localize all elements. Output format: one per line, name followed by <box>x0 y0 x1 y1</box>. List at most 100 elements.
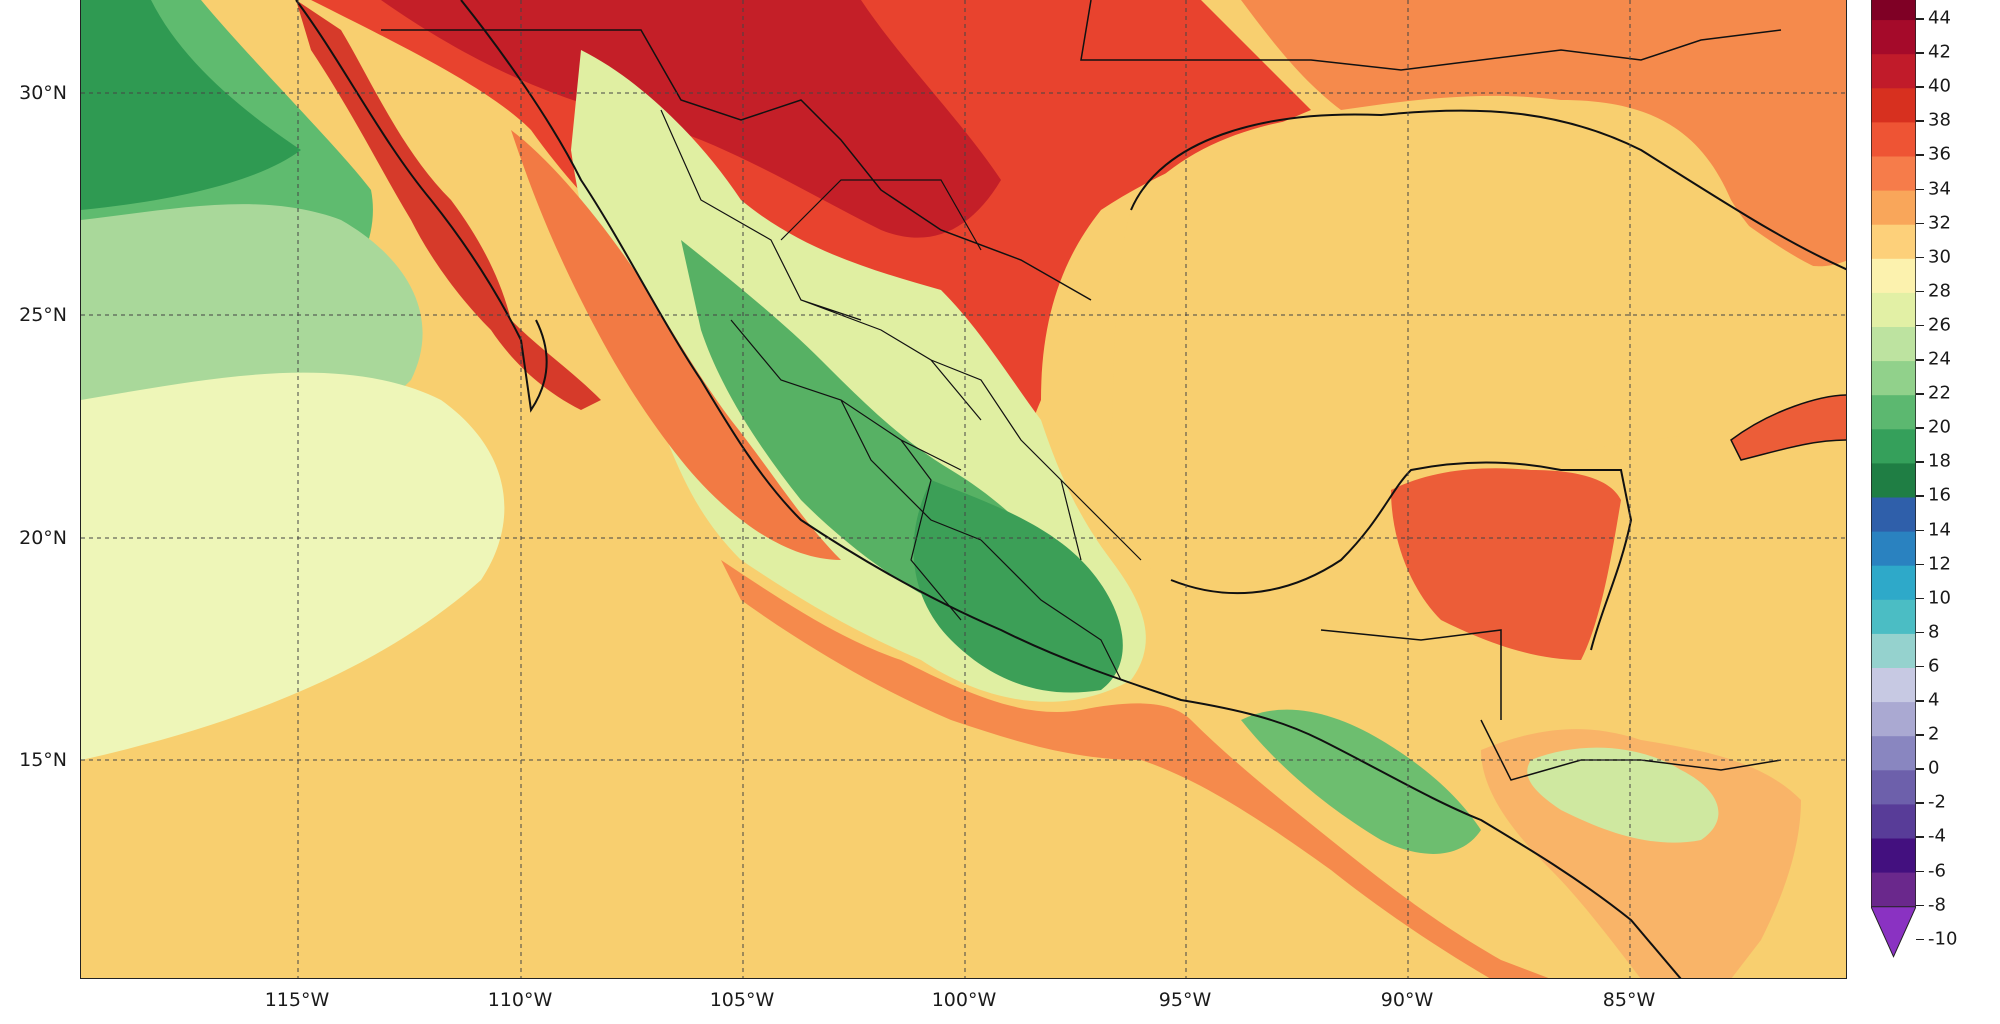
mexico-central-region <box>913 480 1123 693</box>
colorbar-tick <box>1916 529 1924 531</box>
colorbar <box>1871 0 1916 958</box>
colorbar-tick-label: 12 <box>1928 553 1951 575</box>
baja-peninsula <box>296 0 601 410</box>
colorbar-tick-label: 42 <box>1928 41 1951 63</box>
colorbar-tick <box>1916 188 1924 190</box>
colorbar-tick <box>1916 904 1924 907</box>
colorbar-swatch <box>1871 565 1916 601</box>
colorbar-swatch <box>1871 395 1916 430</box>
colorbar-tick <box>1916 290 1924 293</box>
colorbar-tick-label: 38 <box>1928 109 1951 131</box>
lon-label-95w: 95°W <box>1158 989 1212 1011</box>
colorbar-tick-label: -4 <box>1928 825 1946 847</box>
pacific-dark-region <box>81 0 301 210</box>
colorbar-tick <box>1916 495 1924 497</box>
colorbar-tick-label: 34 <box>1928 178 1951 199</box>
colorbar-tick <box>1916 700 1924 702</box>
western-slope-region <box>511 130 841 560</box>
colorbar-tick-label: 44 <box>1928 7 1951 29</box>
colorbar-tick <box>1916 870 1924 872</box>
colorbar-tick-label: 18 <box>1928 450 1951 472</box>
colorbar-tick <box>1916 836 1924 838</box>
pacific-coast-band <box>721 560 1549 978</box>
colorbar-tick <box>1916 393 1924 395</box>
lon-label-115w: 115°W <box>264 989 330 1011</box>
colorbar-tick-label: 16 <box>1928 484 1951 506</box>
colorbar-tick-label: 22 <box>1928 382 1951 404</box>
colorbar-tick-label: 4 <box>1928 689 1940 711</box>
colorbar-tick-label: 6 <box>1928 655 1940 677</box>
colorbar-swatch <box>1871 0 1916 21</box>
colorbar-tick-label: 40 <box>1928 75 1951 97</box>
colorbar-swatch <box>1871 702 1916 737</box>
colorbar-tick <box>1916 120 1924 122</box>
colorbar-swatch <box>1871 668 1916 703</box>
colorbar-swatch <box>1871 463 1916 498</box>
lon-label-105w: 105°W <box>709 989 775 1011</box>
colorbar-tick-label: 36 <box>1928 143 1951 165</box>
colorbar-swatch <box>1871 736 1916 771</box>
colorbar-swatch <box>1871 361 1916 396</box>
colorbar-swatch <box>1871 429 1916 464</box>
colorbar-tick-label: 10 <box>1928 587 1951 609</box>
lon-label-100w: 100°W <box>931 989 997 1011</box>
colorbar-swatch <box>1871 770 1916 805</box>
colorbar-swatch <box>1871 190 1916 226</box>
colorbar-tick-label: -2 <box>1928 791 1946 813</box>
colorbar-swatch <box>1871 20 1916 55</box>
colorbar-tick-label: 26 <box>1928 314 1951 336</box>
coastline <box>295 0 1846 978</box>
colorbar-tick-label: 14 <box>1928 519 1951 540</box>
colorbar-swatch <box>1871 838 1916 874</box>
colorbar-tick-label: 32 <box>1928 212 1951 234</box>
colorbar-tick <box>1916 734 1924 736</box>
colorbar-swatch <box>1871 258 1916 294</box>
colorbar-tick <box>1916 802 1924 804</box>
state-borders <box>660 109 1142 681</box>
lat-label-15n: 15°N <box>19 749 67 771</box>
lat-label-25n: 25°N <box>19 304 67 326</box>
colorbar-tick-label: 24 <box>1928 348 1951 370</box>
colorbar-swatch <box>1871 88 1916 123</box>
cuba-island <box>1730 394 1846 461</box>
yucatan-region <box>1391 468 1621 660</box>
map-canvas <box>81 0 1846 978</box>
colorbar-swatch <box>1871 122 1916 157</box>
colorbar-swatch <box>1871 497 1916 533</box>
colorbar-tick <box>1916 597 1924 600</box>
colorbar-tick-label: 30 <box>1928 246 1951 268</box>
colorbar-tick-label: 28 <box>1928 280 1951 302</box>
colorbar-tick <box>1916 256 1924 259</box>
colorbar-tick <box>1916 427 1924 429</box>
colorbar-tick <box>1916 324 1924 327</box>
gridlines <box>81 0 1846 978</box>
colorbar-tick <box>1916 222 1924 225</box>
lat-label-20n: 20°N <box>19 527 67 549</box>
pacific-pale-region <box>81 372 505 760</box>
colorbar-swatch <box>1871 327 1916 362</box>
colorbar-tick <box>1916 665 1924 668</box>
colorbar-tick-label: 2 <box>1928 723 1940 745</box>
colorbar-tick-label: -8 <box>1928 894 1946 916</box>
colorbar-tick <box>1916 86 1924 88</box>
colorbar-swatch <box>1871 531 1916 567</box>
colorbar-tick <box>1916 768 1924 770</box>
colorbar-tick <box>1916 18 1924 20</box>
colorbar-tick <box>1916 631 1924 634</box>
colorbar-tick <box>1916 52 1924 54</box>
colorbar-swatch <box>1871 633 1916 669</box>
chiapas-highlands <box>1241 709 1481 854</box>
honduras-highlands <box>1527 747 1719 843</box>
country-borders <box>381 0 1782 781</box>
colorbar-swatch <box>1871 872 1916 908</box>
hot-core-region <box>381 0 1001 238</box>
colorbar-swatch <box>1871 292 1916 328</box>
colorbar-extend-triangle <box>1871 906 1916 958</box>
colorbar-swatch <box>1871 224 1916 260</box>
gulf-of-mexico <box>1108 110 1846 582</box>
colorbar-tick <box>1916 461 1924 463</box>
colorbar-swatch <box>1871 156 1916 192</box>
colorbar-tick-label: -6 <box>1928 860 1946 881</box>
temperature-map <box>80 0 1847 979</box>
lat-label-30n: 30°N <box>19 82 67 104</box>
